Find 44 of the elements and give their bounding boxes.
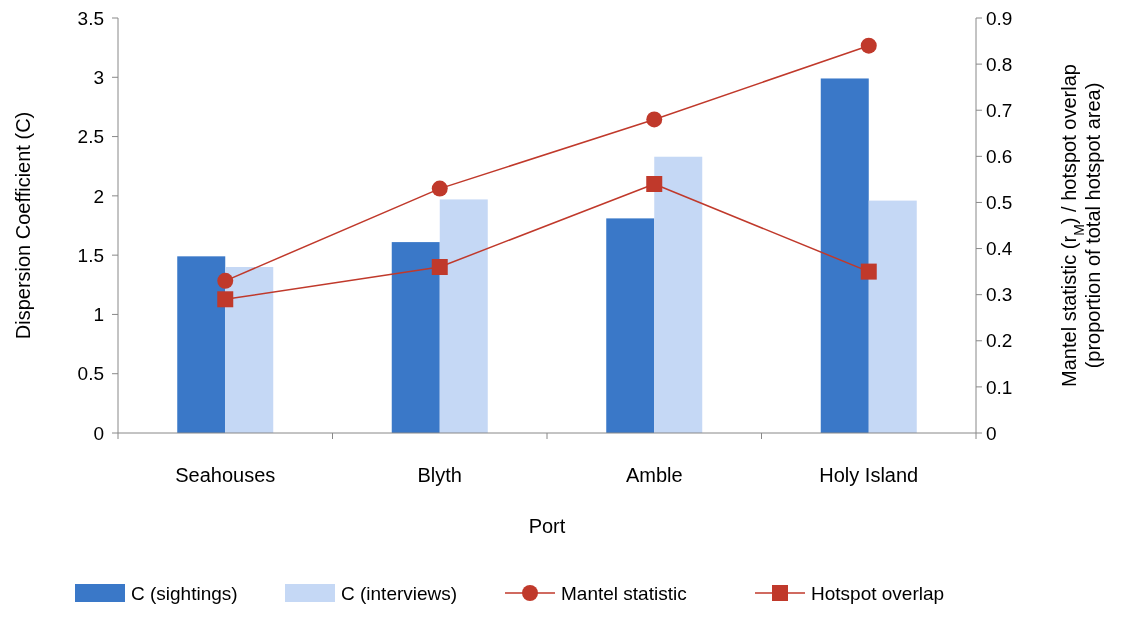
- y-tick-label: 2: [93, 185, 104, 207]
- legend-label: Mantel statistic: [561, 583, 687, 604]
- point: [217, 291, 234, 308]
- point: [860, 37, 877, 54]
- y-tick-label: 1: [93, 304, 104, 326]
- x-axis-title: Port: [528, 515, 566, 537]
- y2-tick-label: 0.6: [986, 145, 1013, 167]
- y2-tick-label: 0.8: [986, 53, 1013, 75]
- point: [646, 111, 663, 128]
- bar: [654, 156, 703, 433]
- y-tick-label: 0.5: [77, 363, 104, 385]
- point: [860, 263, 877, 280]
- bar: [606, 218, 655, 433]
- bar: [820, 78, 869, 433]
- point: [217, 272, 234, 289]
- legend-label: C (sightings): [131, 583, 238, 604]
- bar: [391, 242, 440, 433]
- y-tick-label: 3.5: [77, 7, 104, 29]
- y-tick-label: 2.5: [77, 126, 104, 148]
- bar: [868, 200, 917, 433]
- y2-tick-label: 0.4: [986, 238, 1013, 260]
- bar: [225, 267, 274, 433]
- y-tick-label: 3: [93, 66, 104, 88]
- x-tick-label: Amble: [625, 464, 683, 486]
- y2-tick-label: 0.7: [986, 99, 1013, 121]
- bar: [177, 256, 226, 433]
- y-axis-title: Dispersion Coefficient (C): [12, 111, 34, 340]
- point: [646, 176, 663, 192]
- y2-tick-label: 0.9: [986, 7, 1013, 29]
- x-tick-label: Blyth: [417, 464, 462, 486]
- legend-label: Hotspot overlap: [811, 583, 945, 604]
- y2-tick-label: 0.3: [986, 284, 1013, 306]
- x-tick-label: Seahouses: [175, 464, 276, 486]
- y-tick-label: 1.5: [77, 244, 104, 266]
- bar: [439, 199, 488, 433]
- legend-label: C (interviews): [341, 583, 458, 604]
- x-tick-label: Holy Island: [819, 464, 919, 486]
- point: [431, 259, 448, 275]
- y-tick-label: 0: [93, 422, 104, 444]
- y2-tick-label: 0: [986, 422, 997, 444]
- y2-tick-label: 0.5: [986, 192, 1013, 214]
- y2-tick-label: 0.1: [986, 376, 1013, 398]
- y2-tick-label: 0.2: [986, 330, 1013, 352]
- point: [431, 180, 448, 197]
